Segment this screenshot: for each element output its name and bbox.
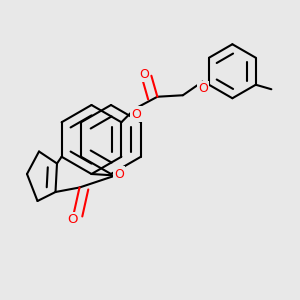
Text: O: O	[114, 167, 124, 181]
Text: O: O	[198, 82, 208, 95]
Text: O: O	[131, 108, 141, 121]
Text: O: O	[139, 68, 149, 81]
Text: O: O	[67, 213, 77, 226]
